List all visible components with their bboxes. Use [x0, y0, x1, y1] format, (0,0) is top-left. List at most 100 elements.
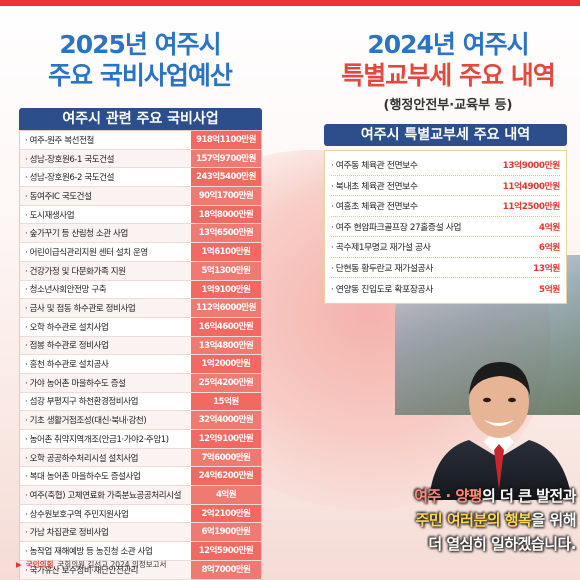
- slogan: 여주 · 양평의 더 큰 발전과 주민 여러분의 행복을 위해 더 열심히 일하…: [350, 484, 576, 556]
- project-amount: 15억원: [191, 392, 261, 411]
- project-name: 흥천 하수관로 설치공사: [20, 358, 191, 370]
- slogan-line2: 주민 여러분의 행복을 위해: [350, 508, 577, 532]
- grant-name: 여흥초 체육관 전면보수: [331, 199, 503, 212]
- grant-name: 단현동 황두란교 재가설공사: [331, 261, 533, 274]
- project-amount: 13억6500만원: [191, 224, 261, 243]
- project-name: 가남 차집관로 정비사업: [20, 526, 191, 538]
- grant-name: 북내초 체육관 전면보수: [331, 179, 503, 192]
- project-amount: 1억9100만원: [191, 280, 261, 299]
- project-amount: 12억5900만원: [191, 542, 261, 560]
- project-amount: 112억6000만원: [191, 299, 261, 317]
- grant-name: 여주 현암파크골프장 27홀증설 사업: [331, 220, 539, 233]
- project-amount: 243억5400만원: [191, 168, 261, 187]
- slogan-line1-rest: 의 더 큰 발전과: [482, 487, 576, 505]
- grant-amount: 11억4900만원: [502, 181, 561, 192]
- top-accent-bar: [0, 0, 580, 6]
- project-name: 숲가꾸기 등 산림청 소관 사업: [20, 227, 191, 239]
- left-table-header: 여주시 관련 주요 국비사업: [19, 108, 262, 130]
- grant-amount: 4억원: [538, 222, 561, 233]
- project-name: 농작업 재해예방 등 농진청 소관 사업: [20, 545, 191, 557]
- slogan-line3: 더 열심히 일하겠습니다.: [428, 535, 576, 553]
- project-amount: 13억4800만원: [191, 336, 261, 355]
- grant-amount: 11억2500만원: [502, 202, 561, 213]
- slogan-line2-rest: 을 위해: [531, 511, 576, 529]
- right-heading-line1: 2024년 여주시: [367, 30, 529, 59]
- project-amount: 1억6100만원: [191, 243, 261, 261]
- party-name: 국민의힘: [25, 560, 54, 569]
- grant-amount: 13억원: [533, 263, 560, 274]
- project-amount: 6억1900만원: [191, 523, 261, 542]
- grant-amount: 13억9000만원: [502, 161, 561, 172]
- grant-amount: 6억원: [538, 243, 561, 254]
- project-amount: 4억원: [191, 486, 261, 504]
- table-row: 기초 생활거점조성(대신·북내·강천)32억4000만원: [20, 411, 261, 430]
- project-name: 가야 농어촌 마을하수도 증설: [20, 377, 191, 389]
- project-amount: 12억9100만원: [191, 430, 261, 448]
- right-heading: 2024년 여주시 특별교부세 주요 내역 (행정안전부·교육부 등): [318, 30, 578, 113]
- right-table-header: 여주시 특별교부세 주요 내역: [324, 124, 567, 146]
- right-heading-subtitle: (행정안전부·교육부 등): [383, 98, 513, 113]
- project-name: 여주(축협) 고체연료화 가축분뇨공공처리시설: [20, 489, 191, 501]
- footer: ▶ 국민의힘 국회의원 김선교 2024 의정보고서: [16, 559, 166, 570]
- project-name: 오학 하수관로 설치사업: [20, 321, 191, 333]
- project-name: 오학 공공하수처리시설 설치사업: [20, 452, 191, 464]
- project-name: 동여주IC 국도건설: [20, 190, 191, 202]
- project-name: 점봉 하수관로 정비사업: [20, 339, 191, 351]
- left-heading-line1: 2025년 여주시: [59, 30, 221, 59]
- grant-amount: 5억원: [538, 284, 561, 295]
- project-amount: 2억2100만원: [191, 504, 261, 523]
- grant-name: 연양동 진입도로 확포장공사: [331, 282, 539, 295]
- project-name: 상수원보호구역 주민지원사업: [20, 508, 191, 520]
- left-heading: 2025년 여주시 주요 국비사업예산: [18, 30, 262, 92]
- project-amount: 7억6000만원: [191, 448, 261, 467]
- project-amount: 5억1300만원: [191, 261, 261, 280]
- project-name: 농어촌 취약지역개조(안금1·가야2·주암1): [20, 433, 191, 445]
- project-amount: 157억9700만원: [191, 149, 261, 168]
- project-name: 어린이급식관리지원 센터 설치 운영: [20, 246, 191, 258]
- project-amount: 24억6200만원: [191, 467, 261, 486]
- project-amount: 16억4600만원: [191, 317, 261, 336]
- special-grant-table: 여주시 특별교부세 주요 내역 여주동 체육관 전면보수13억9000만원북내초…: [324, 124, 567, 304]
- project-name: 국가유산 보수정비·재난안전관리: [20, 564, 191, 576]
- slogan-residents: 주민 여러분의 행복: [415, 511, 532, 529]
- national-project-budget-table: 여주시 관련 주요 국비사업 여주-원주 복선전철918억1100만원성남-장호…: [19, 108, 262, 580]
- project-name: 금사 및 점동 하수관로 정비사업: [20, 302, 191, 314]
- project-amount: 25억4200만원: [191, 373, 261, 392]
- project-name: 여주-원주 복선전철: [20, 134, 191, 146]
- slogan-line1: 여주 · 양평의 더 큰 발전과: [350, 484, 576, 508]
- project-name: 건강가정 및 다문화가족 지원: [20, 265, 191, 277]
- party-logo-icon: ▶: [16, 560, 22, 569]
- project-name: 복대 농어촌 마을하수도 증설사업: [20, 470, 191, 482]
- right-table-body: 여주동 체육관 전면보수13억9000만원북내초 체육관 전면보수11억4900…: [324, 150, 567, 304]
- project-amount: 18억8000만원: [191, 205, 261, 224]
- project-name: 도시재생사업: [20, 209, 191, 221]
- project-amount: 32억4000만원: [191, 411, 261, 429]
- project-name: 청소년사회안전망 구축: [20, 283, 191, 295]
- table-row: 농어촌 취약지역개조(안금1·가야2·주암1)12억9100만원: [20, 430, 261, 449]
- slogan-region: 여주 · 양평: [414, 487, 483, 505]
